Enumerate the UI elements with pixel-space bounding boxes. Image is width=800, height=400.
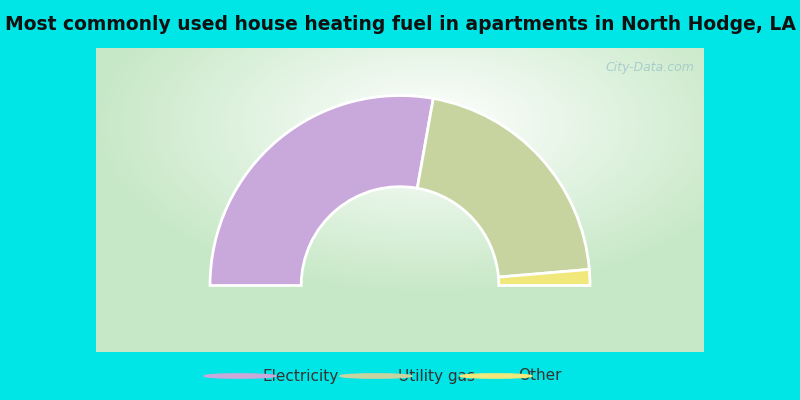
Text: Utility gas: Utility gas	[398, 368, 475, 384]
Text: Electricity: Electricity	[262, 368, 338, 384]
Wedge shape	[498, 270, 590, 286]
Circle shape	[460, 374, 532, 378]
Circle shape	[204, 374, 276, 378]
Text: City-Data.com: City-Data.com	[606, 61, 694, 74]
Wedge shape	[210, 96, 434, 286]
Text: Most commonly used house heating fuel in apartments in North Hodge, LA: Most commonly used house heating fuel in…	[5, 16, 795, 34]
Circle shape	[340, 374, 412, 378]
Wedge shape	[418, 98, 590, 277]
Text: Other: Other	[518, 368, 562, 384]
